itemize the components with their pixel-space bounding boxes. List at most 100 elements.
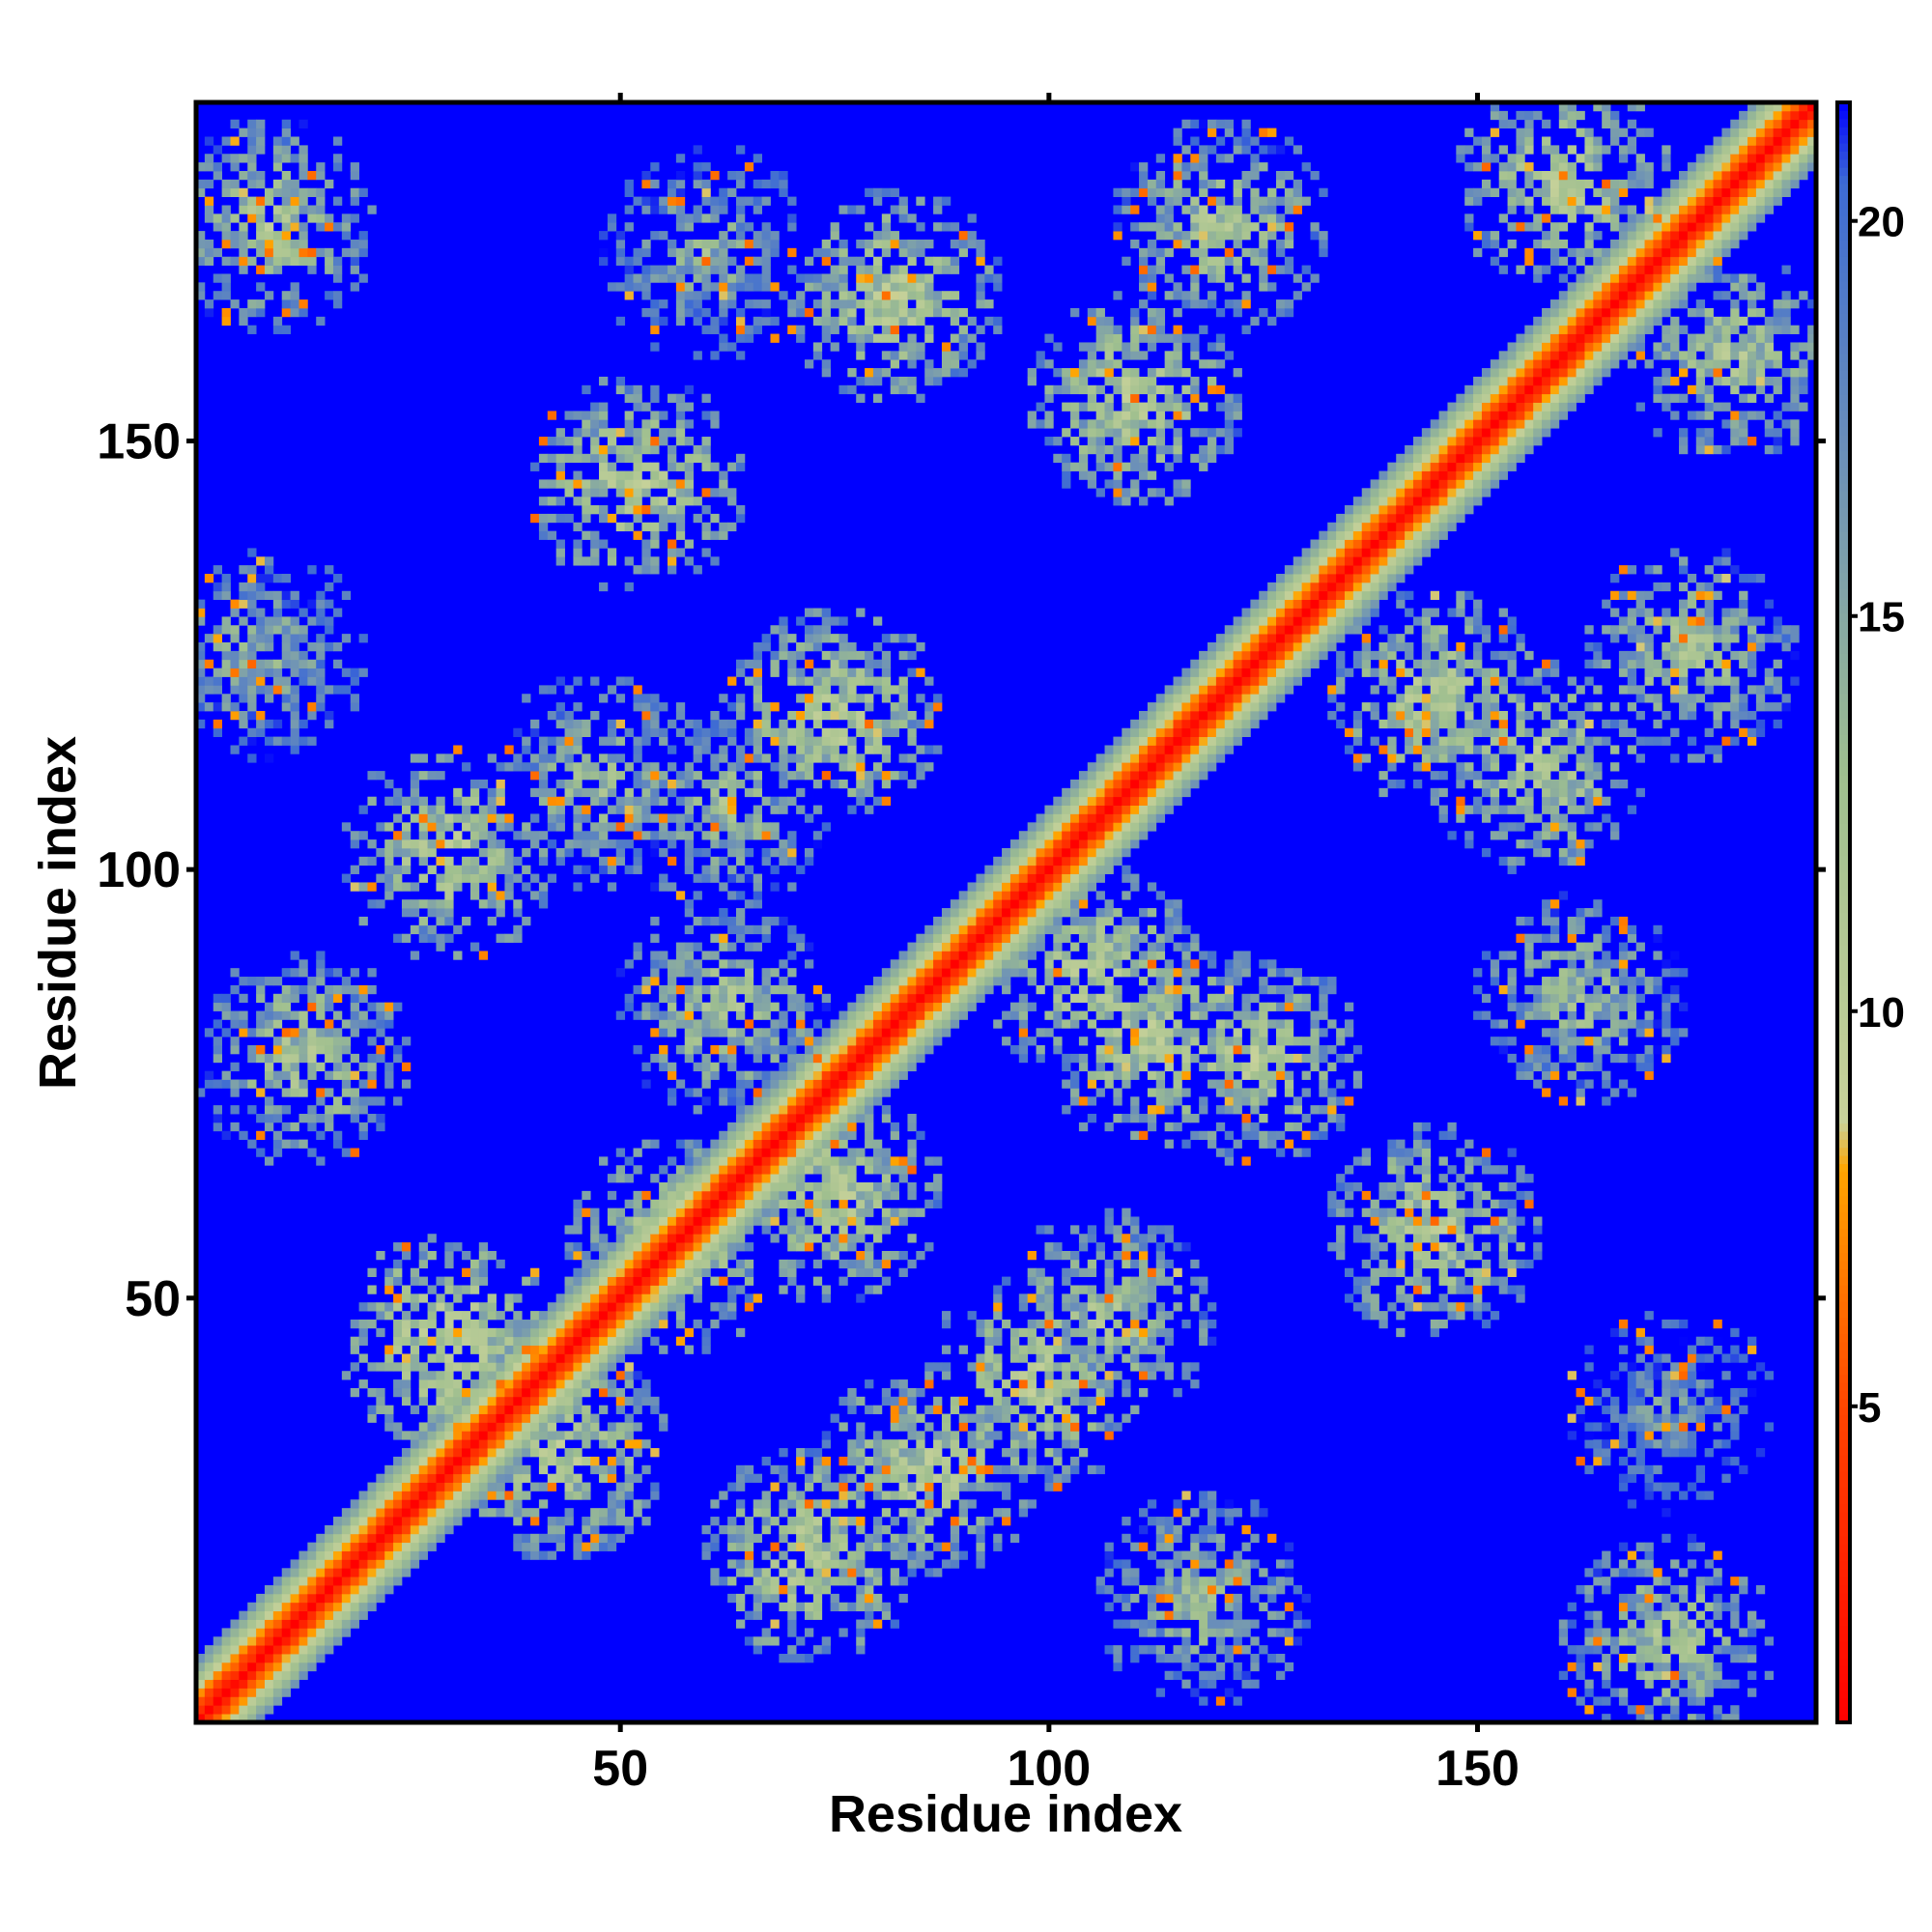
heatmap-cell (872, 1491, 883, 1500)
heatmap-cell (916, 351, 925, 360)
heatmap-cell (856, 256, 866, 266)
heatmap-cell (590, 1311, 600, 1321)
heatmap-cell (710, 762, 720, 772)
heatmap-cell (668, 1088, 677, 1097)
heatmap-cell (950, 1550, 960, 1560)
heatmap-cell (298, 170, 308, 181)
heatmap-cell (958, 968, 968, 978)
heatmap-cell (659, 959, 668, 969)
heatmap-cell (213, 1045, 223, 1055)
heatmap-cell (924, 968, 934, 978)
heatmap-cell (624, 1234, 634, 1243)
heatmap-cell (239, 231, 248, 241)
heatmap-cell (719, 813, 728, 823)
heatmap-cell (710, 488, 720, 497)
heatmap-cell (838, 1602, 848, 1612)
heatmap-cell (513, 1422, 523, 1432)
heatmap-cell (727, 1293, 737, 1303)
heatmap-cell (659, 1413, 668, 1423)
heatmap-cell (272, 590, 283, 601)
heatmap-cell (872, 1482, 883, 1492)
heatmap-cell (615, 968, 626, 978)
heatmap-cell (736, 839, 746, 849)
heatmap-cell (856, 1062, 866, 1072)
heatmap-cell (675, 522, 686, 532)
heatmap-cell (770, 247, 780, 258)
heatmap-cell (582, 1353, 591, 1363)
heatmap-cell (393, 1568, 403, 1577)
heatmap-cell (693, 1234, 702, 1243)
heatmap-cell (898, 307, 908, 318)
heatmap-cell (770, 1636, 780, 1646)
heatmap-cell (796, 1499, 806, 1509)
heatmap-cell (872, 659, 883, 669)
heatmap-cell (693, 1190, 702, 1201)
heatmap-cell (693, 1259, 702, 1269)
heatmap-cell (830, 745, 839, 754)
heatmap-cell (872, 796, 883, 806)
heatmap-cell (684, 1267, 695, 1277)
heatmap-cell (444, 882, 454, 892)
heatmap-cell (881, 1464, 892, 1475)
heatmap-cell (907, 1028, 917, 1037)
heatmap-cell (239, 650, 248, 661)
heatmap-cell (684, 419, 695, 429)
heatmap-cell (332, 1602, 343, 1612)
heatmap-cell (796, 1139, 806, 1149)
heatmap-cell (264, 1610, 274, 1620)
heatmap-cell (787, 1559, 797, 1569)
heatmap-cell (256, 1714, 266, 1723)
heatmap-cell (530, 1413, 540, 1423)
heatmap-cell (967, 942, 977, 952)
heatmap-cell (812, 1053, 823, 1064)
heatmap-cell (744, 325, 754, 334)
heatmap-cell (427, 1542, 437, 1551)
heatmap-cell (573, 719, 582, 729)
heatmap-cell (830, 282, 839, 292)
heatmap-cell (230, 1122, 240, 1132)
heatmap-cell (804, 1199, 814, 1209)
heatmap-cell (675, 196, 686, 206)
heatmap-cell (779, 1190, 788, 1201)
heatmap-cell (890, 1156, 899, 1166)
heatmap-cell (736, 1499, 746, 1509)
heatmap-cell (898, 771, 908, 781)
heatmap-cell (607, 1276, 617, 1286)
heatmap-cell (684, 384, 695, 395)
heatmap-cell (436, 856, 445, 867)
heatmap-cell (573, 548, 582, 557)
heatmap-cell (856, 1114, 866, 1123)
heatmap-cell (624, 1174, 634, 1183)
heatmap-cell (727, 736, 737, 746)
heatmap-cell (830, 1045, 839, 1055)
heatmap-cell (555, 539, 565, 549)
heatmap-cell (221, 642, 231, 652)
heatmap-cell (607, 1464, 617, 1475)
heatmap-cell (530, 1379, 540, 1389)
heatmap-cell (770, 659, 780, 669)
heatmap-cell (393, 1053, 403, 1064)
heatmap-cell (350, 1319, 359, 1329)
heatmap-cell (453, 839, 463, 849)
heatmap-cell (865, 307, 874, 318)
heatmap-cell (582, 847, 591, 858)
heatmap-cell (504, 933, 514, 943)
heatmap-cell (779, 1225, 788, 1235)
heatmap-cell (881, 1010, 892, 1020)
heatmap-cell (701, 444, 711, 455)
heatmap-cell (264, 565, 274, 575)
heatmap-cell (744, 727, 754, 737)
heatmap-cell (693, 1019, 702, 1029)
heatmap-cell (564, 745, 574, 754)
heatmap-cell (641, 291, 651, 300)
heatmap-cell (890, 1413, 899, 1423)
heatmap-cell (332, 256, 343, 266)
heatmap-cell (547, 1311, 557, 1321)
heatmap-cell (607, 753, 617, 763)
heatmap-cell (298, 119, 308, 129)
heatmap-cell (787, 196, 797, 206)
heatmap-cell (582, 1276, 591, 1286)
heatmap-cell (582, 1517, 591, 1526)
heatmap-cell (367, 1517, 377, 1526)
heatmap-cell (668, 1242, 677, 1252)
